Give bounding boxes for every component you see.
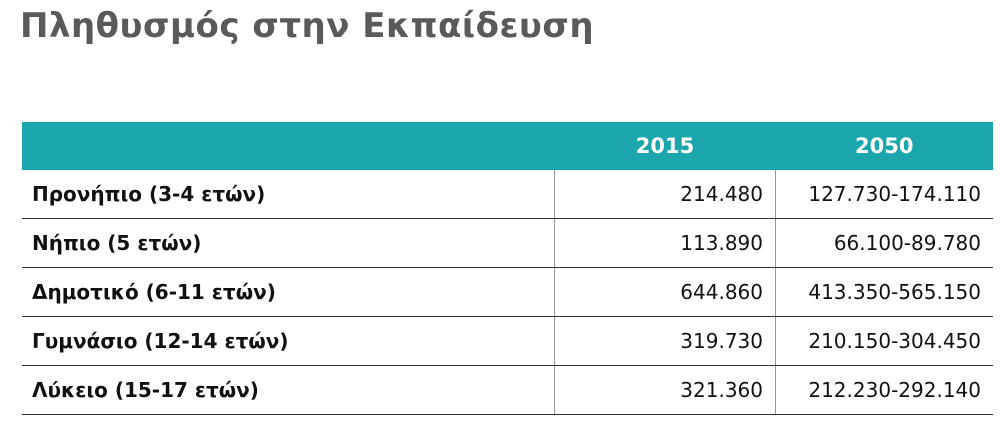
table-row: Δημοτικό (6-11 ετών) 644.860 413.350-565.1…: [22, 267, 993, 317]
value-cell: 214.480: [554, 170, 776, 219]
table-row: Γυμνάσιο (12-14 ετών) 319.730 210.150-304.…: [22, 316, 993, 366]
value-cell: 113.890: [554, 218, 776, 268]
row-label: Νήπιο (5 ετών): [22, 218, 555, 268]
value-cell: 66.100-89.780: [775, 218, 993, 268]
value-cell: 212.230-292.140: [775, 365, 993, 415]
row-label: Δημοτικό (6-11 ετών): [22, 267, 555, 317]
value-cell: 319.730: [554, 316, 776, 366]
table-row: Νήπιο (5 ετών) 113.890 66.100-89.780: [22, 218, 993, 268]
value-cell: 210.150-304.450: [775, 316, 993, 366]
value-cell: 127.730-174.110: [775, 170, 993, 219]
header-cell: 2050: [775, 122, 993, 170]
header-cell: 2015: [554, 122, 776, 170]
table-row: Λύκειο (15-17 ετών) 321.360 212.230-292.14…: [22, 365, 993, 415]
header-cell: [22, 122, 555, 170]
value-cell: 644.860: [554, 267, 776, 317]
table-row: Προνήπιο (3-4 ετών) 214.480 127.730-174.11…: [22, 170, 993, 219]
table-body: Προνήπιο (3-4 ετών) 214.480 127.730-174.11…: [22, 170, 993, 415]
page-title: Πληθυσμός στην Εκπαίδευση: [20, 6, 595, 46]
value-cell: 413.350-565.150: [775, 267, 993, 317]
header-row: 2015 2050: [22, 122, 993, 170]
data-table: 2015 2050 Προνήπιο (3-4 ετών) 214.480 127.…: [22, 122, 993, 415]
table-head: 2015 2050: [22, 122, 993, 170]
value-cell: 321.360: [554, 365, 776, 415]
row-label: Προνήπιο (3-4 ετών): [22, 170, 555, 219]
row-label: Λύκειο (15-17 ετών): [22, 365, 555, 415]
row-label: Γυμνάσιο (12-14 ετών): [22, 316, 555, 366]
